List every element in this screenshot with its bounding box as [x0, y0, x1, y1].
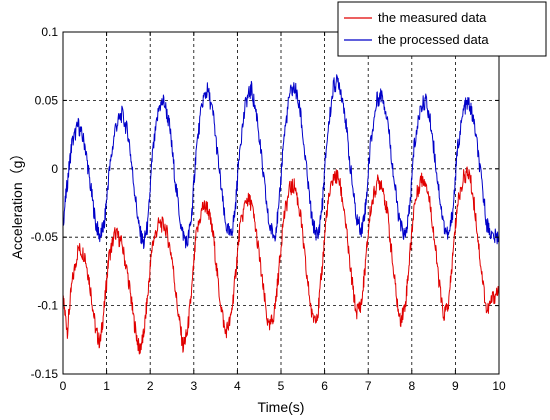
legend-box: [337, 1, 547, 57]
y-tick-label: 0.1: [41, 25, 58, 39]
legend: the measured data the processed data: [337, 1, 547, 57]
x-tick-label: 0: [60, 379, 67, 393]
x-tick-label: 7: [365, 379, 372, 393]
y-tick-labels: -0.15 -0.1 -0.05 0 0.05 0.1: [31, 25, 59, 381]
series-line-measured: [62, 166, 500, 355]
y-tick-label: 0: [51, 162, 58, 176]
y-tick-label: -0.15: [31, 367, 59, 381]
x-tick-label: 3: [190, 379, 197, 393]
x-tick-label: 4: [234, 379, 241, 393]
y-tick-label: 0.05: [35, 93, 59, 107]
x-tick-label: 9: [452, 379, 459, 393]
x-tick-label: 8: [408, 379, 415, 393]
x-tick-label: 6: [321, 379, 328, 393]
y-axis-label: Acceleration（g）: [9, 147, 25, 260]
grid-lines: [63, 32, 499, 374]
series-line-processed: [62, 74, 500, 250]
x-tick-label: 5: [278, 379, 285, 393]
series-layer: [62, 74, 500, 355]
y-tick-label: -0.1: [37, 299, 58, 313]
x-tick-label: 1: [103, 379, 110, 393]
legend-label-processed: the processed data: [378, 32, 489, 47]
x-axis-label: Time(s): [258, 399, 305, 415]
x-tick-labels: 0 1 2 3 4 5 6 7 8 9 10: [60, 379, 506, 393]
x-tick-label: 10: [492, 379, 506, 393]
y-tick-label: -0.05: [31, 230, 59, 244]
legend-label-measured: the measured data: [378, 10, 487, 25]
x-tick-label: 2: [147, 379, 154, 393]
